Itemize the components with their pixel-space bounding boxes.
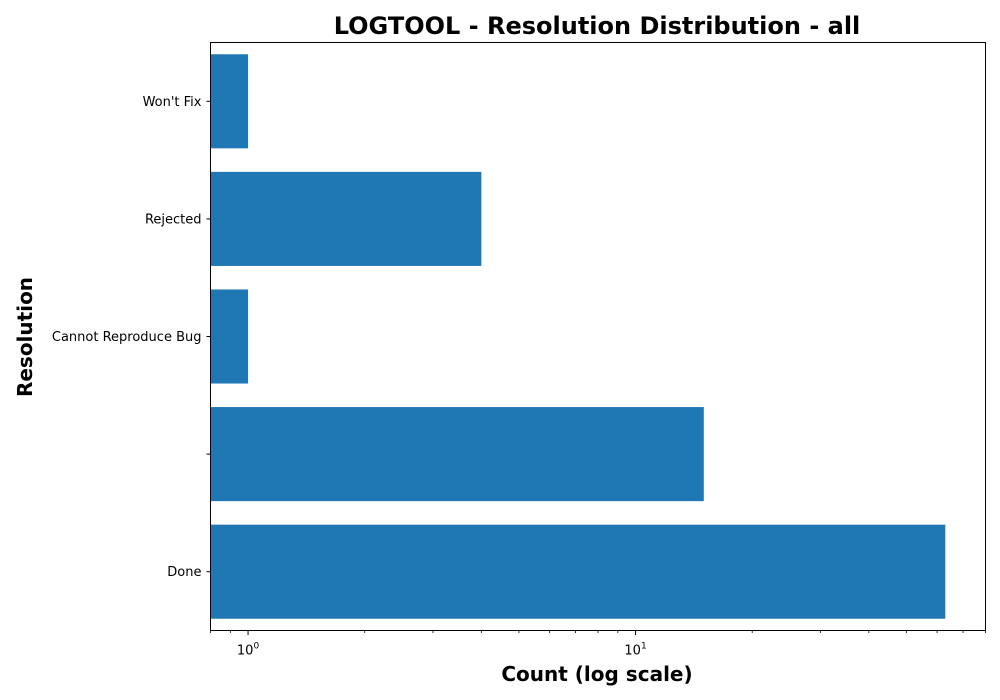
bars-layer — [210, 54, 946, 619]
plot-frame — [210, 42, 986, 631]
bar — [210, 407, 704, 502]
bar — [210, 524, 946, 619]
y-tick-label: Rejected — [145, 212, 202, 227]
bar — [210, 289, 249, 384]
x-tick-label: 100 — [237, 642, 260, 659]
y-tick-label: Done — [167, 565, 201, 580]
x-tick-label: 101 — [624, 642, 646, 659]
x-ticks-layer: 100 101 — [210, 630, 986, 659]
y-ticks-layer: Done Cannot Reproduce Bug Rejected Won't Fi… — [52, 95, 211, 580]
bar — [210, 171, 482, 266]
bar — [210, 54, 249, 149]
y-tick-label: Cannot Reproduce Bug — [52, 330, 202, 345]
chart-title: LOGTOOL - Resolution Distribution - all — [334, 12, 861, 40]
y-tick-label: Won't Fix — [143, 95, 202, 110]
y-axis-label: Resolution — [13, 277, 37, 397]
x-axis-label: Count (log scale) — [501, 662, 692, 686]
